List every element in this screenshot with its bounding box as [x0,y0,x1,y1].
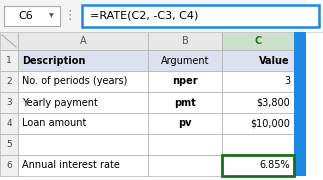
Text: pmt: pmt [174,98,196,107]
Text: 5: 5 [6,140,12,149]
Bar [18,134,148,155]
Bar [148,113,222,134]
Bar [0,50,18,71]
Text: 6.85%: 6.85% [259,161,290,170]
Text: A: A [80,36,86,46]
Text: 4: 4 [6,119,12,128]
Bar [294,32,306,176]
Text: 2: 2 [6,77,12,86]
Text: Yearly payment: Yearly payment [22,98,98,107]
Text: pv: pv [178,118,192,129]
Text: 1: 1 [6,56,12,65]
Bar [0,92,18,113]
Text: Argument: Argument [161,55,209,66]
Text: B: B [182,36,188,46]
Bar [148,134,222,155]
Text: Loan amount: Loan amount [22,118,86,129]
Text: =RATE(C2, -C3, C4): =RATE(C2, -C3, C4) [90,11,198,21]
Bar [148,32,222,50]
Bar [0,113,18,134]
Text: Value: Value [259,55,290,66]
Bar [222,32,294,50]
Bar [18,92,148,113]
Text: 6.85%: 6.85% [259,161,290,170]
Text: C6: C6 [18,11,33,21]
Bar [222,71,294,92]
Bar [294,32,306,176]
Bar [18,32,148,50]
Bar [18,71,148,92]
Text: $3,800: $3,800 [256,98,290,107]
Text: nper: nper [172,76,198,87]
Bar [82,5,319,27]
Text: 3: 3 [6,98,12,107]
Bar [222,113,294,134]
Text: $10,000: $10,000 [250,118,290,129]
Bar [18,50,148,71]
Bar [222,134,294,155]
Text: C: C [255,36,262,46]
Text: 3: 3 [284,76,290,87]
Bar [0,71,18,92]
Text: Description: Description [22,55,85,66]
Bar [148,155,222,176]
Bar [0,32,18,50]
Text: ⋮: ⋮ [64,10,76,22]
Bar [0,155,18,176]
Bar [18,155,148,176]
Bar [0,0,323,32]
Bar [222,92,294,113]
Text: Annual interest rate: Annual interest rate [22,161,120,170]
Bar [18,113,148,134]
Bar [148,50,222,71]
Bar [0,134,18,155]
Bar [148,92,222,113]
Text: No. of periods (years): No. of periods (years) [22,76,127,87]
Bar [222,155,294,176]
Bar [306,0,323,180]
Bar [222,50,294,71]
Bar [148,71,222,92]
Text: 6: 6 [6,161,12,170]
Bar [4,6,60,26]
Text: ▼: ▼ [49,14,53,19]
Bar [0,32,306,176]
Bar [222,155,294,176]
